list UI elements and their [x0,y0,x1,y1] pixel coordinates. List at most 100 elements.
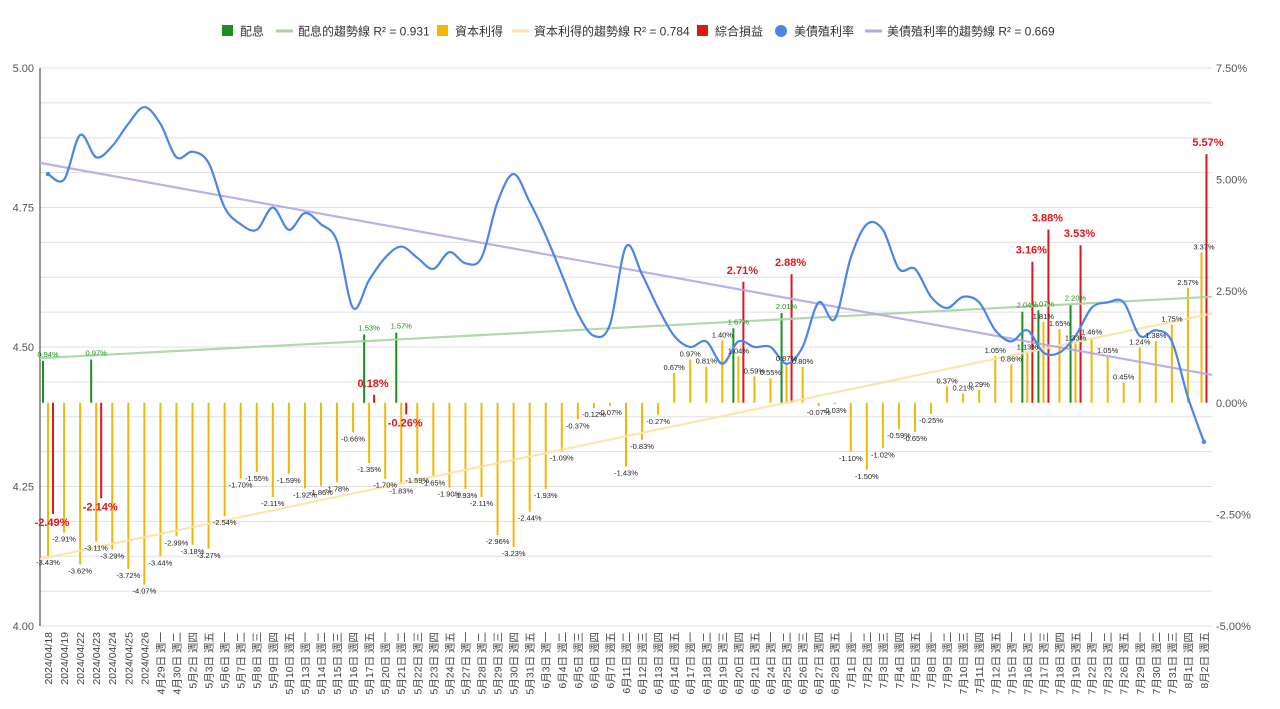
capital-gain-bar [673,372,676,403]
capital-gain-bar [930,402,933,414]
dividend-label: 2.20% [1065,294,1087,303]
capital-gain-label: 0.81% [696,357,718,366]
legend-swatch [222,25,233,36]
x-category-label: 5月21日 週二 [396,632,408,694]
capital-gain-label: -1.70% [229,481,253,490]
total-return-bar [1031,261,1034,403]
capital-gain-bar [432,402,435,477]
capital-gain-label: -1.09% [550,453,574,462]
capital-gain-label: -1.90% [438,490,462,499]
x-category-label: 8月1日 週四 [1183,632,1195,689]
capital-gain-label: -0.37% [566,421,590,430]
capital-gain-label: -0.66% [341,434,365,443]
x-category-label: 5月28日 週二 [477,632,489,694]
x-category-label: 2024/04/25 [123,632,135,685]
total-return-label: -2.14% [83,501,118,513]
capital-gain-label: -0.59% [887,431,911,440]
x-category-label: 5月30日 週四 [509,632,521,694]
x-category-label: 6月17日 週一 [685,632,697,695]
capital-gain-label: -1.59% [277,476,301,485]
y-right-tick-label: 5.00% [1216,175,1247,187]
capital-gain-bar [336,402,339,483]
legend-entry: 美債殖利率 [794,24,854,39]
x-category-label: 7月2日 週二 [862,632,874,689]
total-return-label: 3.53% [1064,228,1095,240]
capital-gain-label: 1.04% [728,346,750,355]
x-category-label: 5月7日 週二 [236,632,248,689]
capital-gain-bar [897,402,900,430]
total-return-bar [100,402,103,499]
x-category-label: 2024/04/23 [91,632,103,685]
capital-gain-bar [576,402,579,420]
x-category-label: 7月26日 週五 [1119,632,1131,694]
x-category-label: 7月5日 週五 [910,632,922,689]
capital-gain-label: -1.93% [454,491,478,500]
x-category-label: 5月13日 週一 [300,632,312,695]
capital-gain-label: 0.67% [664,363,686,372]
capital-gain-label: -3.72% [116,571,140,580]
capital-gain-bar [592,402,595,409]
capital-gain-bar [63,402,66,533]
legend-entry: 資本利得 [455,24,503,39]
x-category-label: 5月31日 週五 [525,632,537,694]
dividend-bar [42,360,45,403]
capital-gain-bar [496,402,499,535]
y-right-tick-label: 2.50% [1216,286,1247,298]
dividend-label: 1.67% [728,317,750,326]
dividend-bar [395,332,398,403]
dividend-bar [1069,304,1072,403]
capital-gain-bar [946,386,949,403]
capital-gain-bar [978,389,981,403]
capital-gain-label: -2.91% [52,535,76,544]
capital-gain-bar [239,402,242,479]
capital-gain-bar [127,402,130,569]
x-category-label: 7月1日 週一 [846,632,858,689]
x-category-label: 6月25日 週二 [782,632,794,694]
capital-gain-label: -3.11% [85,544,109,553]
capital-gain-label: 1.24% [1129,337,1151,346]
capital-gain-label: -1.93% [534,491,558,500]
x-category-label: 6月27日 週四 [814,632,826,694]
x-category-label: 2024/04/18 [43,632,55,685]
y-left-tick-label: 4.75 [13,203,34,215]
capital-gain-bar [769,378,772,403]
capital-gain-label: 3.37% [1193,242,1215,251]
total-return-bar [1205,154,1208,403]
capital-gain-bar [1170,324,1173,403]
capital-gain-bar [111,402,114,550]
capital-gain-label: -4.07% [132,586,156,595]
capital-gain-bar [833,402,836,405]
total-return-bar [373,394,376,403]
capital-gain-bar [400,402,403,485]
trendline [39,295,1213,360]
capital-gain-bar [95,402,98,542]
x-category-label: 7月12日 週五 [990,632,1002,694]
capital-gain-bar [368,402,371,464]
x-category-label: 6月21日 週五 [749,632,761,694]
x-category-label: 6月4日 週二 [557,632,569,689]
capital-gain-label: -3.29% [100,552,124,561]
capital-gain-label: 0.97% [680,349,702,358]
yield-line [47,105,1206,443]
capital-gain-bar [689,359,692,403]
capital-gain-bar [47,402,50,556]
capital-gain-bar [319,402,322,486]
x-category-label: 7月9日 週二 [942,632,954,689]
dividend-bar [1037,310,1040,403]
x-category-label: 5月9日 週四 [268,632,280,689]
legend-entry: 綜合損益 [715,24,763,39]
capital-gain-label: -1.35% [357,465,381,474]
capital-gain-label: -0.65% [903,434,927,443]
dividend-label: 1.57% [391,322,413,331]
x-category-label: 5月27日 週一 [460,632,472,695]
dividend-label: 0.97% [86,348,108,357]
capital-gain-bar [560,402,563,452]
x-category-label: 6月20日 週四 [733,632,745,694]
x-category-label: 7月15日 週一 [1006,632,1018,695]
capital-gain-bar [785,363,788,403]
capital-gain-label: -0.03% [823,406,847,415]
capital-gain-bar [913,402,916,432]
capital-gain-label: -3.18% [181,547,205,556]
